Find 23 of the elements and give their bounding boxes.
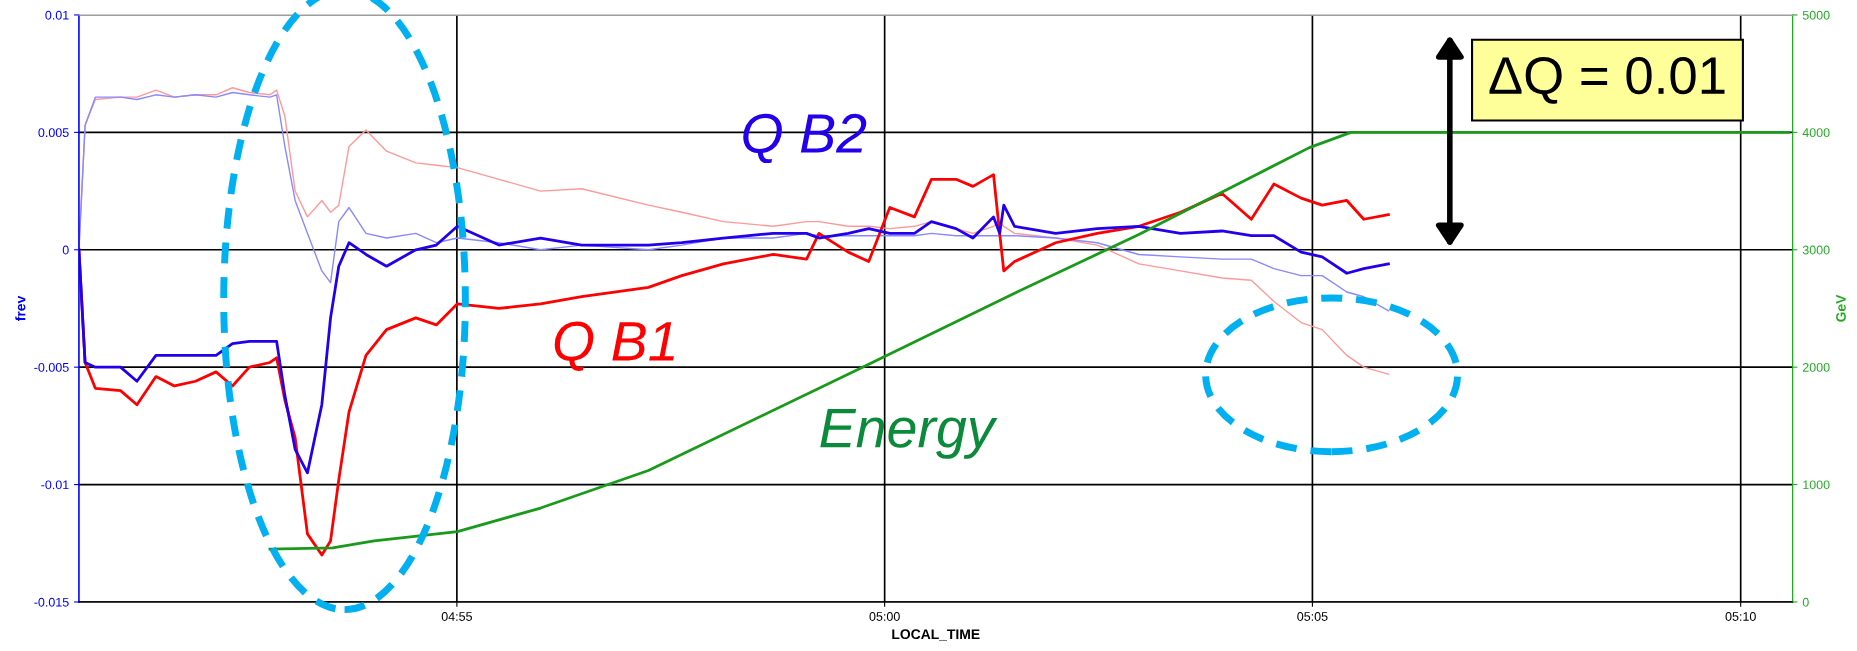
y-tick-label: 0.005 [38, 128, 69, 138]
x-tick-label: 05:00 [869, 612, 900, 621]
x-tick-label: 05:10 [1725, 612, 1756, 621]
line-series [78, 203, 1390, 475]
y-tick-label: -0.015 [34, 597, 69, 607]
y2-tick-label: 1000 [1803, 480, 1830, 490]
y-tick-label: -0.005 [34, 362, 69, 372]
y2-tick-label: 4000 [1802, 128, 1830, 138]
annotation: ΔQ = 0.01 [1489, 56, 1725, 104]
y2-tick-label: 2000 [1802, 362, 1830, 372]
x-tick-label: 05:05 [1297, 612, 1328, 621]
y2-tick-label: 3000 [1802, 245, 1830, 255]
y-tick-label: -0.01 [41, 480, 69, 490]
series-label: Q B1 [554, 321, 674, 371]
x-axis-title: LOCAL_TIME [892, 629, 980, 641]
y-tick-label: 0.01 [45, 10, 69, 20]
line-series [78, 91, 1390, 312]
y2-axis-title: GeV [1836, 294, 1846, 322]
y2-tick-label: 5000 [1802, 10, 1830, 20]
y-axis-title: frev [15, 295, 26, 321]
y2-tick-label: 0 [1802, 597, 1809, 607]
y-tick-label: 0 [62, 245, 69, 255]
x-tick-label: 04:55 [441, 612, 472, 621]
